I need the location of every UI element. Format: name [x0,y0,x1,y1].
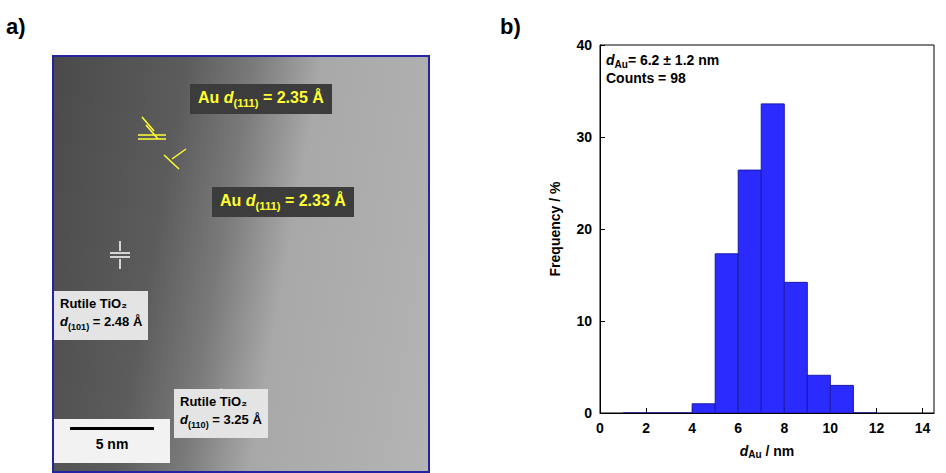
svg-text:Au: Au [748,449,761,460]
html-text:Rutile TiO₂: Rutile TiO₂ [180,394,247,409]
svg-text:= 6.2 ± 1.2 nm: = 6.2 ± 1.2 nm [628,52,719,68]
html-text:5 nm: 5 nm [95,436,129,452]
html-text:b): b) [500,14,521,39]
html-text:d(110)= 3.25 Å: d(110)= 3.25 Å [180,412,262,430]
svg-text:20: 20 [576,221,592,237]
html-text:Au d(111)= 2.33 Å: Au d(111)= 2.33 Å [220,192,346,213]
svg-text:0: 0 [596,420,604,436]
html-text:Au d(111)= 2.35 Å: Au d(111)= 2.35 Å [198,89,324,110]
html-text:a): a) [6,14,26,39]
svg-text:Counts = 98: Counts = 98 [606,70,686,86]
svg-text:d: d [606,52,615,68]
html-text:d(101)= 2.48 Å: d(101)= 2.48 Å [60,314,143,332]
svg-text:10: 10 [823,420,839,436]
svg-text:d: d [739,443,749,459]
svg-text:/ nm: / nm [762,443,795,459]
svg-text:4: 4 [688,420,696,436]
svg-text:10: 10 [576,313,592,329]
svg-text:30: 30 [576,129,592,145]
svg-text:Frequency / %: Frequency / % [547,181,563,276]
svg-text:0: 0 [584,405,592,421]
html-text:Rutile TiO₂: Rutile TiO₂ [60,296,127,311]
svg-text:6: 6 [734,420,742,436]
svg-text:Au: Au [615,59,628,70]
svg-text:12: 12 [869,420,885,436]
svg-text:14: 14 [915,420,931,436]
svg-text:8: 8 [780,420,788,436]
svg-text:40: 40 [576,37,592,53]
svg-text:2: 2 [642,420,650,436]
